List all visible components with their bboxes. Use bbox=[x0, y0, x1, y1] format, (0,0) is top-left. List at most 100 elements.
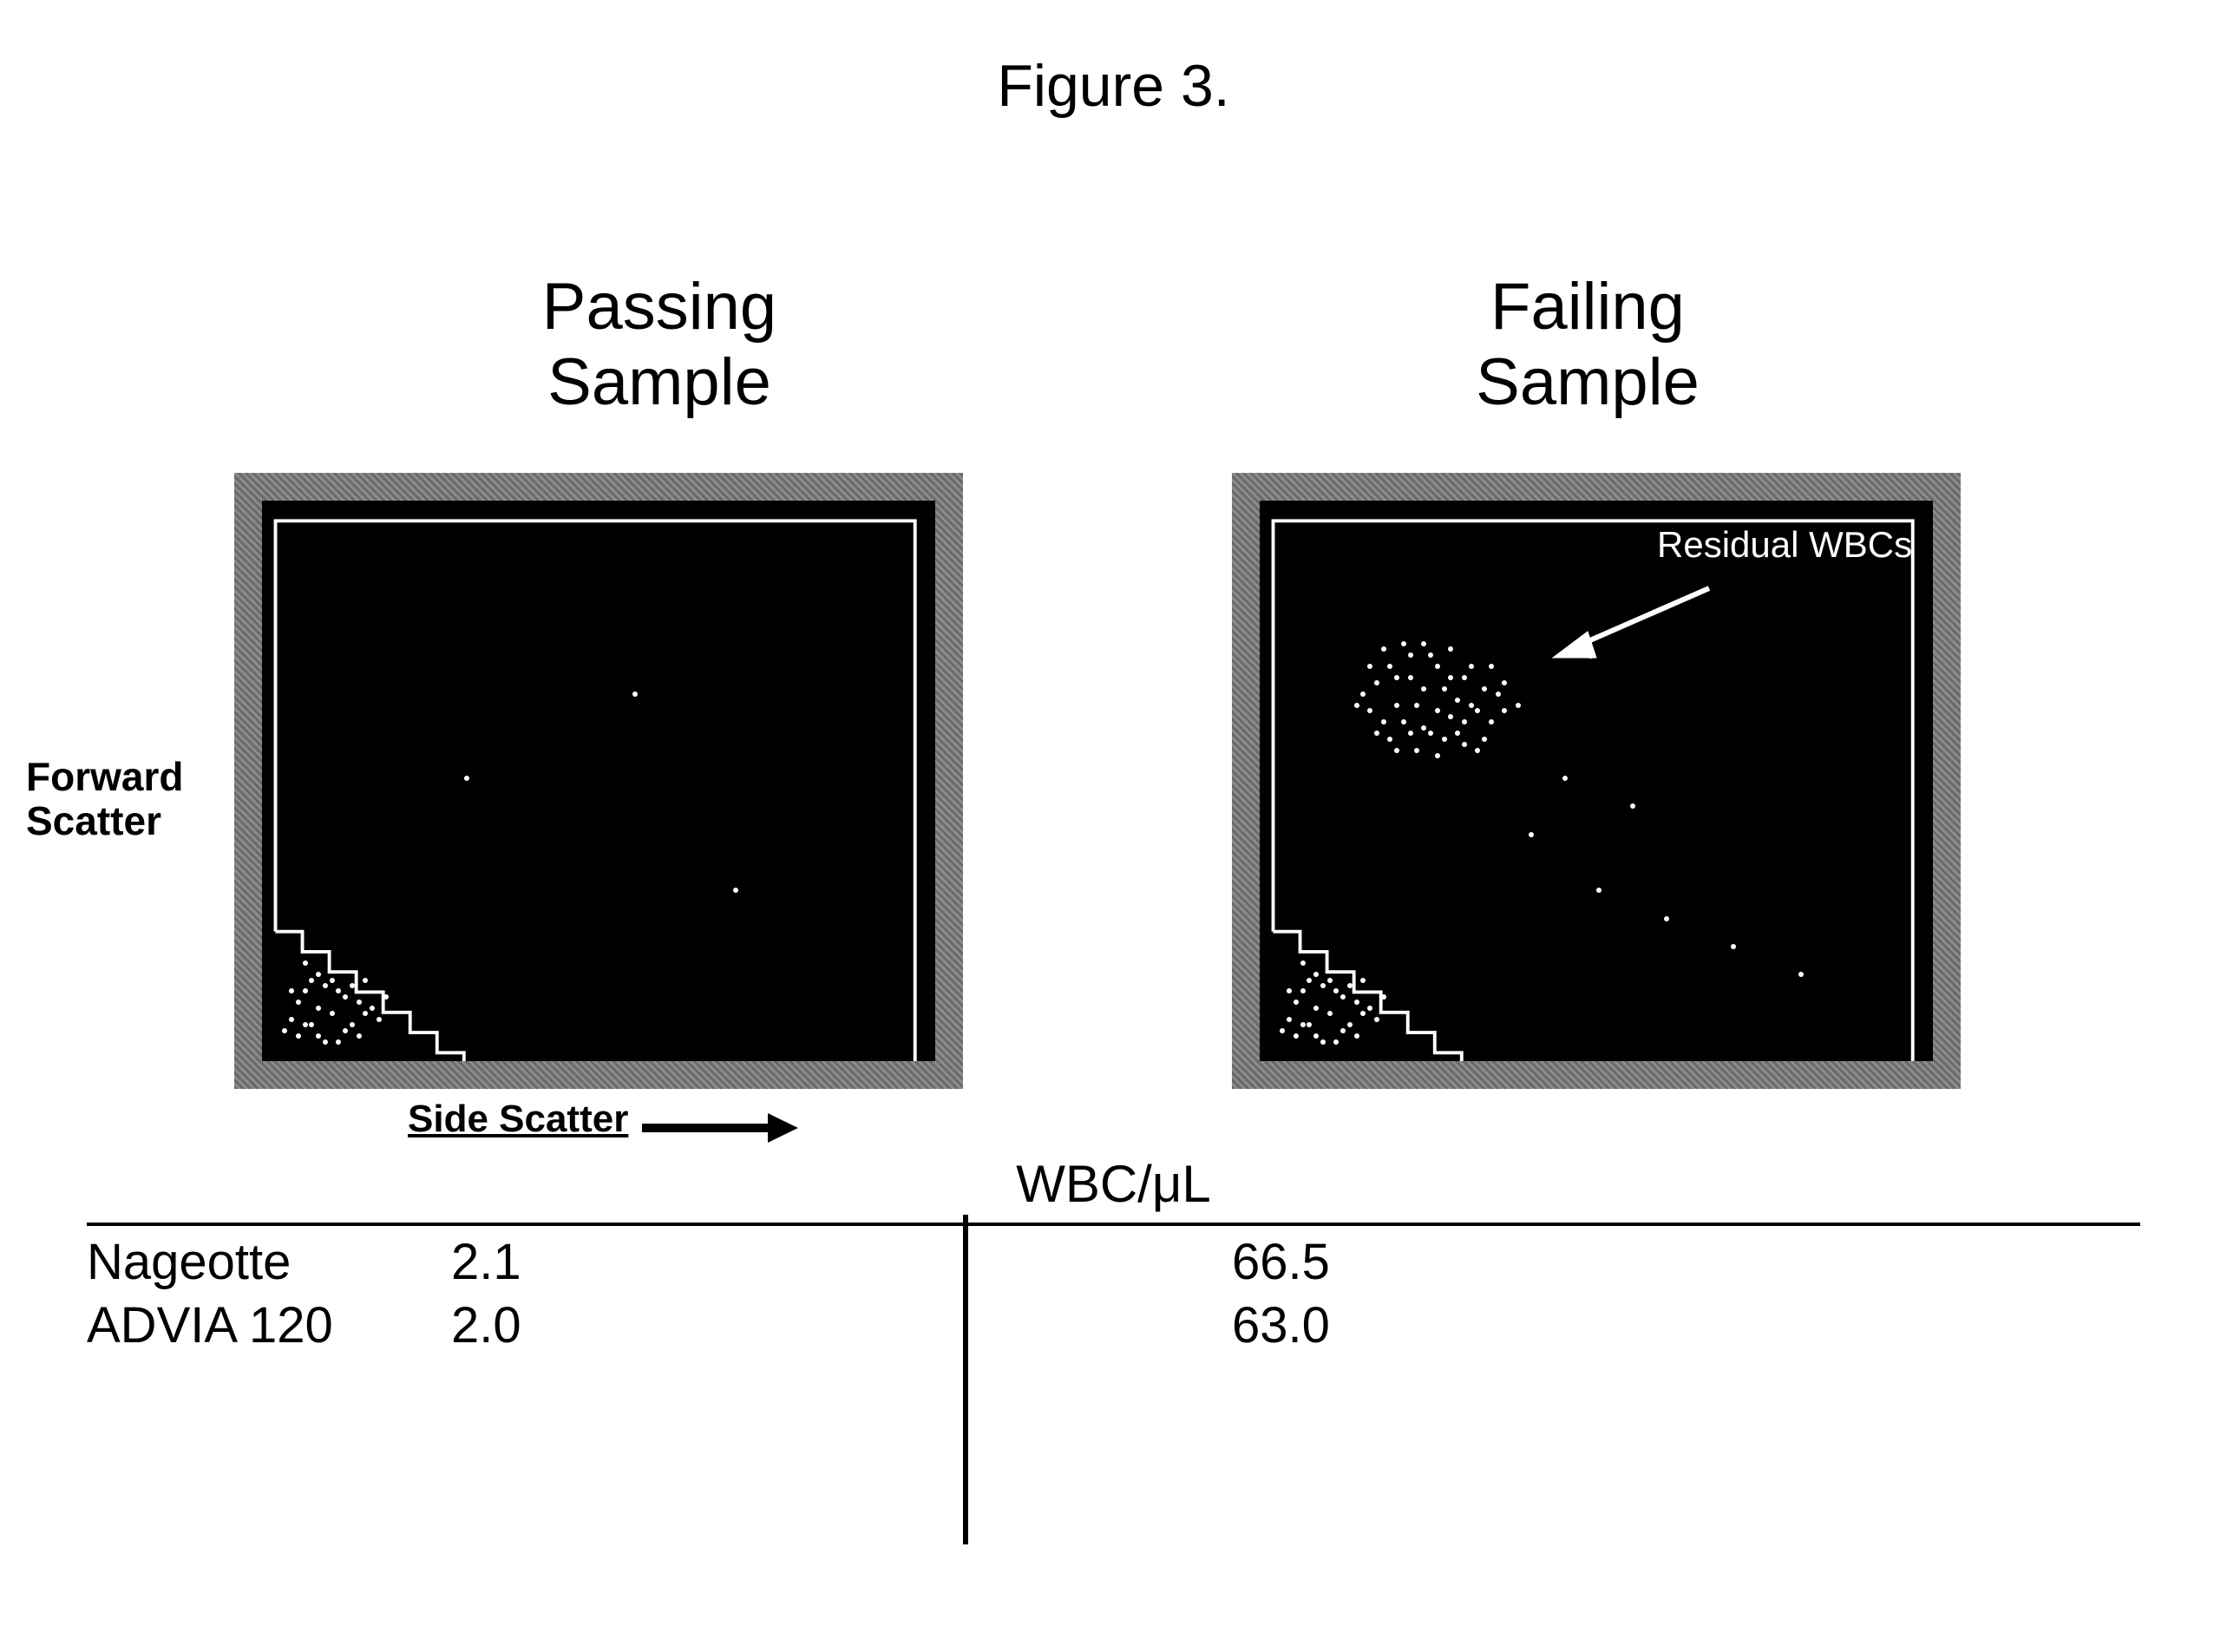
scatter-point bbox=[1394, 675, 1399, 680]
cell-passing-1: 2.0 bbox=[451, 1295, 989, 1358]
scatter-point bbox=[1475, 708, 1480, 713]
scatter-point bbox=[1401, 719, 1406, 724]
cell-failing-1: 63.0 bbox=[1041, 1295, 2140, 1358]
scatter-point bbox=[1408, 652, 1413, 658]
scatter-point bbox=[1469, 664, 1474, 669]
scatter-point bbox=[1562, 776, 1568, 781]
failing-panel-title: Failing Sample bbox=[1345, 269, 1831, 421]
scatter-point bbox=[733, 888, 738, 893]
scatter-point bbox=[1442, 686, 1447, 692]
scatter-point bbox=[1313, 1033, 1319, 1039]
scatter-point bbox=[1381, 994, 1386, 1000]
scatter-point bbox=[1435, 708, 1440, 713]
scatter-point bbox=[1482, 686, 1487, 692]
scatter-point bbox=[1387, 664, 1392, 669]
scatter-point bbox=[1731, 944, 1736, 949]
scatter-point bbox=[1287, 1017, 1292, 1022]
scatter-point bbox=[377, 1017, 382, 1022]
cell-spacer-1 bbox=[989, 1295, 1041, 1358]
scatter-point bbox=[1630, 803, 1635, 809]
scatter-point bbox=[1360, 978, 1366, 983]
cell-failing-0: 66.5 bbox=[1041, 1231, 2140, 1295]
scatter-point bbox=[1340, 1028, 1346, 1033]
scatter-point bbox=[1300, 988, 1306, 993]
scatter-point bbox=[1374, 680, 1379, 685]
failing-title-line1: Failing bbox=[1490, 270, 1685, 344]
scatter-point bbox=[336, 988, 341, 993]
scatter-point bbox=[1367, 708, 1372, 713]
scatter-point bbox=[1596, 888, 1601, 893]
scatter-point bbox=[1496, 692, 1501, 697]
scatter-point bbox=[1448, 714, 1453, 719]
scatter-point bbox=[1307, 1022, 1312, 1027]
scatter-point bbox=[309, 1022, 314, 1027]
scatter-point bbox=[316, 1006, 321, 1011]
scatter-point bbox=[1462, 742, 1467, 747]
y-axis-label: Forward Scatter bbox=[26, 755, 183, 842]
scatter-point bbox=[343, 1028, 348, 1033]
scatter-point bbox=[1489, 719, 1494, 724]
scatter-point bbox=[350, 1022, 355, 1027]
scatter-point bbox=[330, 1011, 335, 1016]
scatter-point bbox=[1354, 703, 1359, 708]
scatter-point bbox=[1428, 731, 1433, 736]
scatter-point bbox=[303, 1022, 308, 1027]
scatter-point bbox=[1455, 698, 1460, 703]
scatter-point bbox=[1300, 960, 1306, 966]
scatter-point bbox=[1340, 994, 1346, 1000]
scatter-point bbox=[296, 1000, 301, 1005]
scatter-point bbox=[1428, 652, 1433, 658]
scatter-point bbox=[1360, 692, 1366, 697]
scatter-point bbox=[363, 978, 368, 983]
scatter-point bbox=[1327, 1011, 1333, 1016]
scatter-point bbox=[1381, 646, 1386, 652]
scatter-point bbox=[383, 994, 389, 1000]
scatter-point bbox=[1394, 703, 1399, 708]
scatter-point bbox=[1462, 675, 1467, 680]
scatter-point bbox=[1448, 646, 1453, 652]
scatter-point bbox=[1401, 641, 1406, 646]
scatter-point bbox=[1421, 686, 1426, 692]
scatter-point bbox=[1408, 675, 1413, 680]
scatter-point bbox=[309, 978, 314, 983]
scatter-point bbox=[1462, 719, 1467, 724]
scatter-point bbox=[1313, 1006, 1319, 1011]
scatter-point bbox=[1367, 1006, 1372, 1011]
scatter-point bbox=[1502, 708, 1507, 713]
x-axis-arrow-icon bbox=[642, 1106, 798, 1150]
scatter-point bbox=[316, 1033, 321, 1039]
passing-panel-title: Passing Sample bbox=[416, 269, 902, 421]
scatter-point bbox=[370, 1006, 375, 1011]
table-vertical-divider bbox=[963, 1215, 968, 1544]
failing-title-line2: Sample bbox=[1476, 345, 1700, 419]
scatter-point bbox=[1347, 1022, 1353, 1027]
residual-wbcs-label: Residual WBCs bbox=[1657, 524, 1912, 566]
scatter-point bbox=[1798, 972, 1804, 977]
plot-frame bbox=[234, 473, 963, 1089]
scatter-point bbox=[1414, 748, 1419, 753]
callout-arrow-icon bbox=[1536, 580, 1726, 684]
cell-method-0: Nageotte bbox=[87, 1231, 451, 1295]
scatter-point bbox=[1360, 1011, 1366, 1016]
cell-passing-0: 2.1 bbox=[451, 1231, 989, 1295]
scatter-point bbox=[1367, 664, 1372, 669]
scatter-point bbox=[323, 1039, 328, 1045]
scatter-point bbox=[1280, 1028, 1285, 1033]
scatter-point bbox=[1374, 731, 1379, 736]
scatter-point bbox=[1421, 725, 1426, 731]
y-axis-label-line2: Scatter bbox=[26, 798, 161, 843]
scatter-point bbox=[1482, 737, 1487, 742]
scatter-point bbox=[1354, 1000, 1359, 1005]
scatter-point bbox=[350, 983, 355, 988]
scatter-dots bbox=[262, 501, 935, 1061]
scatter-point bbox=[316, 972, 321, 977]
scatter-point bbox=[330, 978, 335, 983]
figure-title: Figure 3. bbox=[997, 52, 1229, 120]
scatter-point bbox=[1664, 916, 1669, 921]
scatter-point bbox=[1435, 753, 1440, 758]
scatter-point bbox=[336, 1039, 341, 1045]
cell-method-1: ADVIA 120 bbox=[87, 1295, 451, 1358]
scatter-point bbox=[1313, 972, 1319, 977]
scatter-point bbox=[303, 988, 308, 993]
passing-title-line1: Passing bbox=[542, 270, 776, 344]
